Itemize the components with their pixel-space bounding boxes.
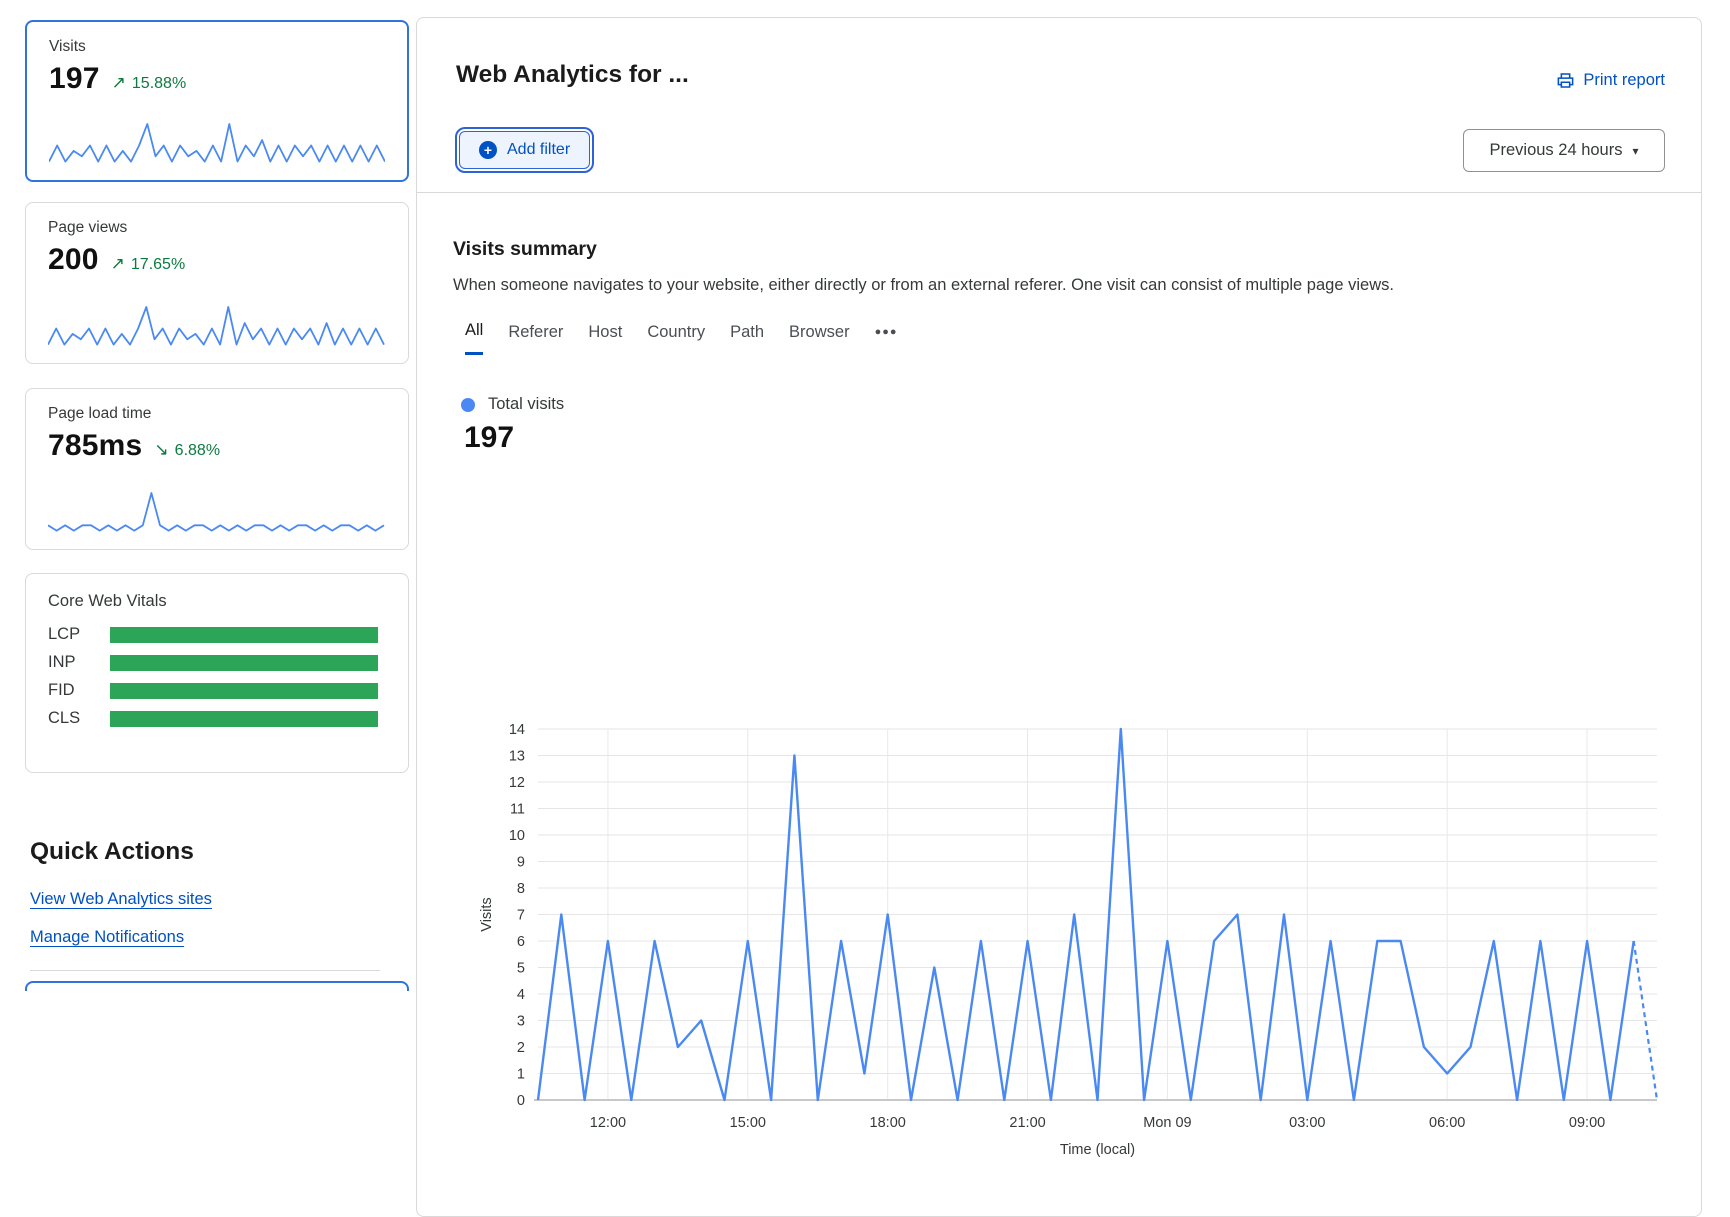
time-period-dropdown[interactable]: Previous 24 hours ▾ (1463, 129, 1665, 172)
more-tabs-ellipsis-icon[interactable]: ●●● (874, 326, 898, 338)
svg-text:0: 0 (517, 1093, 525, 1109)
svg-text:18:00: 18:00 (870, 1115, 906, 1131)
svg-text:5: 5 (517, 961, 525, 977)
cwv-label: LCP (48, 625, 81, 643)
svg-text:3: 3 (517, 1014, 525, 1030)
tab-host[interactable]: Host (588, 322, 623, 341)
svg-text:21:00: 21:00 (1009, 1115, 1045, 1131)
cwv-bar-green (110, 710, 378, 727)
metric-change: ↗ 15.88% (112, 74, 187, 93)
trend-down-icon: ↘ (154, 440, 169, 459)
legend-dot-icon (461, 397, 475, 412)
view-web-analytics-sites-link[interactable]: View Web Analytics sites (30, 890, 212, 908)
svg-text:Visits: Visits (479, 897, 495, 931)
svg-text:06:00: 06:00 (1429, 1115, 1465, 1131)
svg-text:2: 2 (517, 1040, 525, 1056)
svg-text:11: 11 (510, 802, 525, 818)
svg-text:Mon 09: Mon 09 (1143, 1115, 1191, 1131)
core-web-vitals-card[interactable]: Core Web Vitals LCP INP FID CLS (25, 573, 409, 773)
metric-change: ↗ 17.65% (111, 255, 186, 274)
chart-legend: Total visits (461, 395, 564, 414)
panel-header: Web Analytics for ... Print report + Add… (417, 18, 1701, 193)
add-filter-button[interactable]: + Add filter (454, 127, 595, 173)
dimension-tabs: All Referer Host Country Path Browser ●●… (465, 321, 898, 355)
svg-text:12: 12 (509, 775, 525, 791)
visits-summary-title: Visits summary (453, 238, 597, 260)
svg-text:15:00: 15:00 (730, 1115, 766, 1131)
svg-text:6: 6 (517, 934, 525, 950)
metric-value: 785ms (48, 429, 143, 462)
svg-text:12:00: 12:00 (590, 1115, 626, 1131)
next-card-top-edge (25, 981, 409, 991)
svg-text:03:00: 03:00 (1289, 1115, 1325, 1131)
printer-icon (1557, 73, 1574, 88)
add-filter-label: Add filter (507, 141, 571, 158)
visits-line-chart: 12:00 15:00 18:00 21:00 Mon 09 03:00 06:00 09:0… (479, 722, 1659, 1158)
cwv-label: FID (48, 681, 75, 699)
tab-browser[interactable]: Browser (789, 322, 850, 341)
metric-label: Page views (48, 219, 128, 236)
metric-change-pct: 15.88% (131, 75, 187, 92)
quick-actions-title: Quick Actions (30, 838, 194, 865)
svg-text:13: 13 (509, 749, 525, 765)
cwv-label: INP (48, 653, 76, 671)
page-views-sparkline (48, 306, 385, 346)
cwv-row-lcp: LCP (48, 625, 386, 644)
caret-down-icon: ▾ (1632, 143, 1639, 158)
metric-card-page-views[interactable]: Page views 200 ↗ 17.65% (25, 202, 409, 364)
print-report-label: Print report (1583, 71, 1665, 89)
manage-notifications-link[interactable]: Manage Notifications (30, 928, 185, 946)
tab-all[interactable]: All (465, 321, 484, 355)
metric-change-pct: 6.88% (174, 442, 221, 459)
metric-value: 197 (49, 62, 100, 95)
page-load-sparkline (48, 492, 385, 532)
time-period-label: Previous 24 hours (1489, 141, 1623, 159)
tab-country[interactable]: Country (647, 322, 706, 341)
trend-up-icon: ↗ (111, 73, 126, 92)
cwv-row-cls: CLS (48, 709, 386, 728)
legend-label: Total visits (488, 395, 565, 413)
plus-circle-icon: + (479, 141, 497, 159)
sidebar-divider (30, 970, 380, 971)
cwv-bar-green (110, 626, 378, 643)
metric-change-pct: 17.65% (130, 256, 186, 273)
cwv-row-inp: INP (48, 653, 386, 672)
metric-value: 200 (48, 243, 99, 276)
quick-actions-section: Quick Actions View Web Analytics sites M… (30, 838, 382, 966)
cwv-bar-green (110, 682, 378, 699)
cwv-label: CLS (48, 709, 81, 727)
svg-text:09:00: 09:00 (1569, 1115, 1605, 1131)
visits-sparkline (49, 123, 385, 163)
cwv-row-fid: FID (48, 681, 386, 700)
cwv-bar-green (110, 654, 378, 671)
print-report-link[interactable]: Print report (1556, 71, 1665, 90)
metric-change: ↘ 6.88% (154, 441, 220, 460)
page-title: Web Analytics for ... (456, 61, 689, 88)
metric-label: Page load time (48, 405, 152, 422)
tab-path[interactable]: Path (730, 322, 765, 341)
svg-text:1: 1 (517, 1067, 525, 1083)
metric-card-visits[interactable]: Visits 197 ↗ 15.88% (25, 20, 409, 182)
svg-text:7: 7 (517, 908, 525, 924)
tab-referer[interactable]: Referer (508, 322, 564, 341)
svg-text:14: 14 (509, 722, 525, 738)
web-analytics-panel: Web Analytics for ... Print report + Add… (416, 17, 1702, 1217)
svg-text:Time (local): Time (local) (1060, 1142, 1135, 1158)
core-web-vitals-title: Core Web Vitals (48, 592, 167, 610)
svg-text:10: 10 (509, 828, 525, 844)
svg-text:4: 4 (517, 987, 525, 1003)
svg-text:9: 9 (517, 855, 525, 871)
metric-label: Visits (49, 38, 86, 55)
visits-summary-description: When someone navigates to your website, … (453, 276, 1394, 294)
svg-text:8: 8 (517, 881, 525, 897)
metric-card-page-load-time[interactable]: Page load time 785ms ↘ 6.88% (25, 388, 409, 550)
total-visits-value: 197 (464, 421, 515, 454)
trend-up-icon: ↗ (110, 254, 125, 273)
